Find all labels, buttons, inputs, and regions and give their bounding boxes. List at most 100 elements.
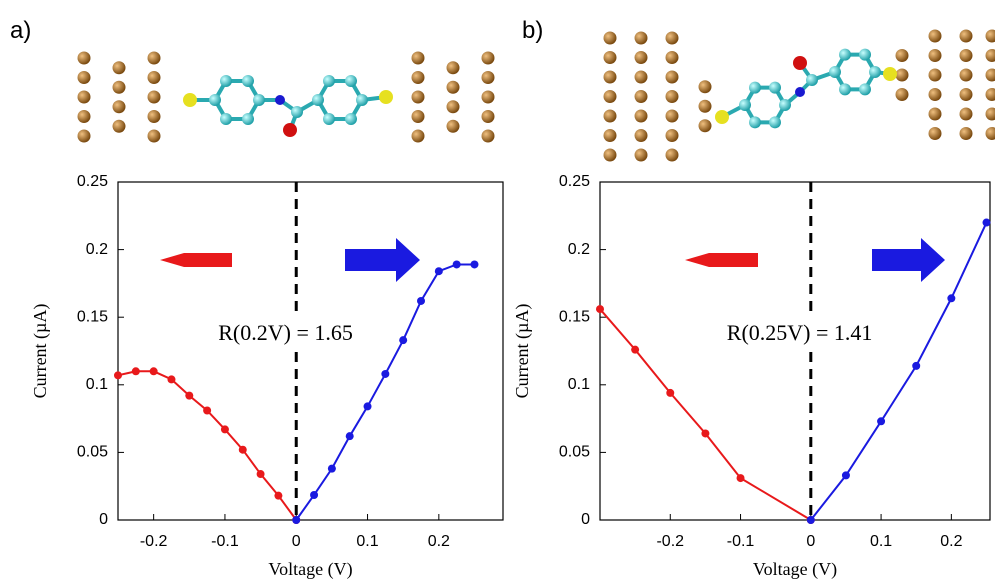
x-tick-label: 0 — [292, 533, 301, 550]
plot-frame — [599, 181, 991, 521]
data-point — [381, 369, 390, 378]
data-point — [238, 445, 247, 454]
gold-atom — [147, 90, 161, 104]
gold-atom — [928, 68, 942, 82]
gold-atom — [77, 90, 91, 104]
atom — [739, 99, 751, 111]
gold-atom — [147, 129, 161, 143]
gold-atom — [698, 99, 712, 113]
data-point — [274, 491, 283, 500]
arrow — [685, 253, 758, 267]
data-point — [131, 367, 140, 376]
panel-label: a) — [10, 17, 31, 44]
gold-atom — [665, 31, 679, 45]
atom — [749, 116, 761, 129]
data-point — [399, 336, 408, 345]
y-tick-label: 0.25 — [559, 173, 590, 190]
gold-atom — [411, 110, 425, 123]
gold-atom — [112, 100, 126, 114]
gold-atom — [147, 71, 161, 84]
gold-atom — [985, 127, 995, 140]
y-tick-label: 0 — [99, 511, 108, 528]
gold-atom — [895, 88, 909, 101]
gold-atom — [665, 148, 679, 162]
gold-atom — [634, 129, 648, 142]
atom — [806, 74, 818, 86]
gold-atom — [411, 71, 425, 84]
gold-atom — [112, 119, 126, 133]
annotation-bg — [216, 315, 377, 349]
data-point — [877, 417, 886, 426]
gold-atom — [481, 110, 495, 123]
x-axis-label: Voltage (V) — [753, 559, 837, 580]
data-point — [947, 294, 956, 303]
atom — [379, 90, 393, 104]
atom — [859, 83, 871, 96]
gold-atom — [603, 129, 617, 142]
gold-atom — [928, 49, 942, 62]
y-tick-label: 0.1 — [568, 376, 590, 393]
gold-atom — [112, 80, 126, 94]
gold-atom — [895, 49, 909, 62]
gold-atom — [985, 107, 995, 121]
gold-atom — [603, 109, 617, 123]
gold-atom — [665, 51, 679, 64]
x-tick-label: -0.1 — [727, 533, 755, 550]
atom — [793, 56, 807, 70]
atom — [220, 113, 232, 126]
y-tick-label: 0.15 — [77, 308, 108, 325]
atom — [749, 81, 761, 94]
y-tick-label: 0.05 — [559, 444, 590, 461]
data-point — [470, 260, 479, 269]
atom — [795, 87, 805, 97]
y-tick-label: 0.1 — [86, 376, 108, 393]
data-point — [167, 375, 176, 384]
gold-atom — [959, 29, 973, 43]
data-point — [327, 464, 336, 473]
data-point — [701, 429, 710, 438]
gold-atom — [603, 70, 617, 84]
gold-atom — [147, 51, 161, 65]
atom — [859, 48, 871, 61]
y-tick-label: 0.25 — [77, 173, 108, 190]
atom — [839, 48, 851, 61]
gold-atom — [481, 129, 495, 143]
gold-atom — [446, 61, 460, 75]
atom — [356, 94, 368, 106]
gold-atom — [481, 51, 495, 65]
atom — [323, 74, 335, 87]
data-point — [220, 425, 229, 434]
gold-atom — [77, 129, 91, 143]
gold-atom — [634, 31, 648, 45]
gold-atom — [985, 88, 995, 101]
gold-atom — [985, 29, 995, 43]
series-line — [295, 263, 475, 521]
gold-atom — [634, 70, 648, 84]
gold-atom — [411, 51, 425, 65]
atom — [283, 123, 297, 137]
gold-atom — [77, 110, 91, 123]
gold-atom — [698, 80, 712, 94]
gold-atom — [959, 68, 973, 82]
x-tick-label: 0.1 — [870, 533, 892, 550]
data-point — [452, 260, 461, 269]
gold-atom — [446, 100, 460, 114]
atom — [291, 106, 303, 118]
y-axis-label: Current (µA) — [512, 304, 533, 399]
gold-atom — [665, 129, 679, 142]
data-point — [310, 490, 319, 499]
plot-frame — [117, 181, 504, 521]
gold-atom — [603, 31, 617, 45]
arrow — [160, 253, 232, 267]
gold-atom — [634, 109, 648, 123]
x-tick-label: -0.1 — [211, 533, 239, 550]
atom — [345, 74, 357, 87]
gold-atom — [634, 148, 648, 162]
gold-atom — [446, 119, 460, 133]
gold-atom — [959, 49, 973, 62]
gold-atom — [112, 61, 126, 75]
gold-atom — [985, 68, 995, 82]
gold-atom — [147, 110, 161, 123]
data-point — [149, 367, 158, 376]
data-point — [596, 305, 604, 314]
